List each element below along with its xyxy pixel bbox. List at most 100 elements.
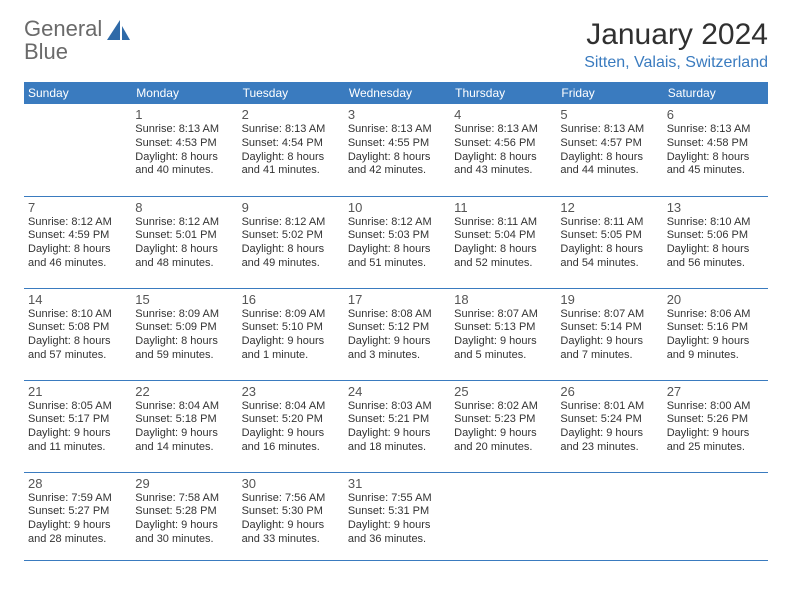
day-info: Sunrise: 8:11 AMSunset: 5:05 PMDaylight:… [560, 216, 656, 271]
daylight-text-2: and 42 minutes. [348, 164, 444, 178]
sunrise-text: Sunrise: 8:04 AM [242, 400, 338, 414]
day-info: Sunrise: 7:58 AMSunset: 5:28 PMDaylight:… [135, 492, 231, 547]
sunset-text: Sunset: 5:17 PM [28, 413, 125, 427]
daylight-text-2: and 51 minutes. [348, 257, 444, 271]
daylight-text-1: Daylight: 8 hours [135, 151, 231, 165]
calendar-day-cell [449, 472, 555, 560]
daylight-text-1: Daylight: 9 hours [242, 427, 338, 441]
calendar-day-cell: 20Sunrise: 8:06 AMSunset: 5:16 PMDayligh… [662, 288, 768, 380]
daylight-text-1: Daylight: 9 hours [560, 335, 656, 349]
page-title: January 2024 [584, 18, 768, 52]
daylight-text-2: and 16 minutes. [242, 441, 338, 455]
daylight-text-2: and 33 minutes. [242, 533, 338, 547]
sunset-text: Sunset: 5:26 PM [667, 413, 763, 427]
sunset-text: Sunset: 4:56 PM [454, 137, 550, 151]
sail-icon [104, 18, 132, 51]
sunrise-text: Sunrise: 8:07 AM [560, 308, 656, 322]
daylight-text-1: Daylight: 8 hours [667, 151, 763, 165]
calendar-week-row: 14Sunrise: 8:10 AMSunset: 5:08 PMDayligh… [24, 288, 768, 380]
calendar-day-cell: 27Sunrise: 8:00 AMSunset: 5:26 PMDayligh… [662, 380, 768, 472]
day-info: Sunrise: 7:56 AMSunset: 5:30 PMDaylight:… [242, 492, 338, 547]
day-number: 12 [560, 200, 656, 215]
sunrise-text: Sunrise: 8:12 AM [242, 216, 338, 230]
daylight-text-2: and 40 minutes. [135, 164, 231, 178]
calendar-day-cell: 8Sunrise: 8:12 AMSunset: 5:01 PMDaylight… [130, 196, 236, 288]
daylight-text-1: Daylight: 8 hours [560, 151, 656, 165]
sunrise-text: Sunrise: 8:02 AM [454, 400, 550, 414]
day-info: Sunrise: 8:13 AMSunset: 4:57 PMDaylight:… [560, 123, 656, 178]
daylight-text-2: and 7 minutes. [560, 349, 656, 363]
calendar-day-cell: 19Sunrise: 8:07 AMSunset: 5:14 PMDayligh… [555, 288, 661, 380]
sunrise-text: Sunrise: 8:03 AM [348, 400, 444, 414]
weekday-header: Saturday [662, 82, 768, 104]
day-info: Sunrise: 8:08 AMSunset: 5:12 PMDaylight:… [348, 308, 444, 363]
day-number: 26 [560, 384, 656, 399]
weekday-header: Wednesday [343, 82, 449, 104]
daylight-text-1: Daylight: 8 hours [348, 243, 444, 257]
day-number: 30 [242, 476, 338, 491]
day-info: Sunrise: 8:01 AMSunset: 5:24 PMDaylight:… [560, 400, 656, 455]
day-number: 22 [135, 384, 231, 399]
calendar-day-cell: 25Sunrise: 8:02 AMSunset: 5:23 PMDayligh… [449, 380, 555, 472]
daylight-text-1: Daylight: 8 hours [454, 151, 550, 165]
sunset-text: Sunset: 5:02 PM [242, 229, 338, 243]
day-info: Sunrise: 7:55 AMSunset: 5:31 PMDaylight:… [348, 492, 444, 547]
brand-logo: General Blue [24, 18, 132, 64]
daylight-text-2: and 5 minutes. [454, 349, 550, 363]
calendar-day-cell: 2Sunrise: 8:13 AMSunset: 4:54 PMDaylight… [237, 104, 343, 196]
daylight-text-2: and 49 minutes. [242, 257, 338, 271]
day-number: 2 [242, 107, 338, 122]
daylight-text-2: and 44 minutes. [560, 164, 656, 178]
sunrise-text: Sunrise: 8:13 AM [560, 123, 656, 137]
sunrise-text: Sunrise: 7:56 AM [242, 492, 338, 506]
daylight-text-1: Daylight: 9 hours [242, 519, 338, 533]
sunrise-text: Sunrise: 8:09 AM [242, 308, 338, 322]
calendar-page: General Blue January 2024 Sitten, Valais… [0, 0, 792, 612]
calendar-day-cell: 1Sunrise: 8:13 AMSunset: 4:53 PMDaylight… [130, 104, 236, 196]
calendar-day-cell: 23Sunrise: 8:04 AMSunset: 5:20 PMDayligh… [237, 380, 343, 472]
calendar-day-cell: 4Sunrise: 8:13 AMSunset: 4:56 PMDaylight… [449, 104, 555, 196]
daylight-text-1: Daylight: 8 hours [28, 243, 125, 257]
sunset-text: Sunset: 5:20 PM [242, 413, 338, 427]
sunrise-text: Sunrise: 8:11 AM [454, 216, 550, 230]
day-number: 9 [242, 200, 338, 215]
daylight-text-2: and 1 minute. [242, 349, 338, 363]
daylight-text-1: Daylight: 9 hours [28, 519, 125, 533]
daylight-text-1: Daylight: 9 hours [135, 519, 231, 533]
daylight-text-1: Daylight: 8 hours [348, 151, 444, 165]
day-info: Sunrise: 8:10 AMSunset: 5:06 PMDaylight:… [667, 216, 763, 271]
page-subtitle: Sitten, Valais, Switzerland [584, 54, 768, 72]
day-number: 25 [454, 384, 550, 399]
calendar-day-cell: 15Sunrise: 8:09 AMSunset: 5:09 PMDayligh… [130, 288, 236, 380]
brand-text: General Blue [24, 18, 102, 64]
daylight-text-2: and 9 minutes. [667, 349, 763, 363]
daylight-text-1: Daylight: 9 hours [348, 427, 444, 441]
sunrise-text: Sunrise: 8:12 AM [135, 216, 231, 230]
daylight-text-1: Daylight: 9 hours [454, 335, 550, 349]
daylight-text-2: and 57 minutes. [28, 349, 125, 363]
calendar-header-row: Sunday Monday Tuesday Wednesday Thursday… [24, 82, 768, 104]
daylight-text-2: and 14 minutes. [135, 441, 231, 455]
daylight-text-2: and 30 minutes. [135, 533, 231, 547]
day-number: 13 [667, 200, 763, 215]
title-block: January 2024 Sitten, Valais, Switzerland [584, 18, 768, 72]
calendar-day-cell: 17Sunrise: 8:08 AMSunset: 5:12 PMDayligh… [343, 288, 449, 380]
day-info: Sunrise: 8:07 AMSunset: 5:14 PMDaylight:… [560, 308, 656, 363]
sunrise-text: Sunrise: 8:04 AM [135, 400, 231, 414]
calendar-day-cell: 31Sunrise: 7:55 AMSunset: 5:31 PMDayligh… [343, 472, 449, 560]
daylight-text-2: and 36 minutes. [348, 533, 444, 547]
day-number: 15 [135, 292, 231, 307]
calendar-day-cell [555, 472, 661, 560]
day-number: 27 [667, 384, 763, 399]
sunrise-text: Sunrise: 8:12 AM [28, 216, 125, 230]
sunset-text: Sunset: 5:16 PM [667, 321, 763, 335]
daylight-text-1: Daylight: 8 hours [242, 151, 338, 165]
calendar-day-cell [662, 472, 768, 560]
daylight-text-1: Daylight: 8 hours [135, 243, 231, 257]
daylight-text-2: and 59 minutes. [135, 349, 231, 363]
sunset-text: Sunset: 5:14 PM [560, 321, 656, 335]
day-number: 3 [348, 107, 444, 122]
calendar-day-cell: 10Sunrise: 8:12 AMSunset: 5:03 PMDayligh… [343, 196, 449, 288]
daylight-text-1: Daylight: 8 hours [454, 243, 550, 257]
sunset-text: Sunset: 4:53 PM [135, 137, 231, 151]
